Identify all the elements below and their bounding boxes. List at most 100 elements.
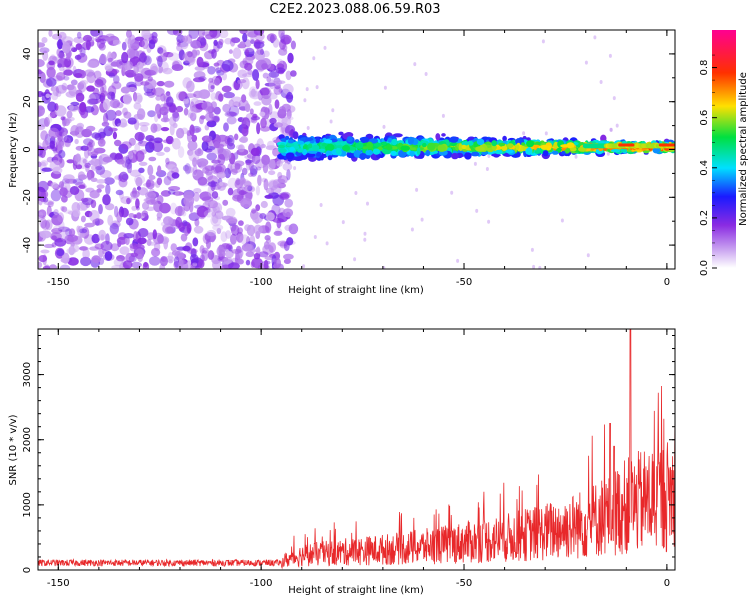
signal-blob	[386, 144, 392, 151]
noise-blob	[131, 205, 137, 211]
noise-blob	[80, 46, 86, 58]
noise-blob	[125, 217, 134, 226]
signal-blob	[560, 144, 570, 148]
signal-blob	[379, 154, 384, 158]
noise-blob	[283, 253, 294, 260]
noise-blob	[183, 60, 190, 66]
colorbar-ticks: 0.0 0.2 0.4 0.6 0.8	[699, 54, 717, 276]
noise-blob	[39, 47, 50, 54]
signal-blob	[432, 150, 438, 154]
noise-blob	[113, 75, 120, 84]
noise-blob	[50, 182, 59, 189]
noise-blob	[157, 55, 163, 68]
noise-blob	[228, 99, 235, 108]
noise-blob	[113, 258, 124, 267]
noise-blob	[177, 146, 185, 159]
sparse-blob	[341, 220, 345, 225]
noise-blob	[191, 134, 198, 142]
noise-blob	[112, 39, 121, 45]
noise-blob	[82, 197, 94, 206]
noise-blob	[99, 94, 104, 102]
noise-blob	[56, 72, 66, 81]
sparse-blob	[363, 231, 367, 236]
noise-blob	[85, 39, 91, 51]
signal-blob	[491, 153, 501, 157]
noise-blob	[143, 261, 149, 268]
noise-blob	[87, 70, 93, 78]
noise-blob	[126, 30, 132, 39]
noise-blob	[239, 234, 250, 245]
noise-blob	[130, 252, 139, 257]
noise-blob	[172, 111, 180, 122]
noise-blob	[198, 259, 205, 269]
signal-blob	[422, 142, 427, 148]
sparse-blob	[522, 131, 526, 136]
signal-blob	[536, 147, 541, 154]
signal-blob	[285, 152, 295, 160]
noise-blob	[87, 98, 99, 105]
noise-blob	[211, 48, 217, 59]
noise-blob	[55, 90, 62, 97]
noise-blob	[129, 243, 139, 249]
signal-blob	[515, 144, 520, 150]
noise-blob	[108, 72, 115, 78]
noise-blob	[40, 160, 49, 167]
noise-blob	[122, 260, 133, 269]
noise-blob	[278, 48, 288, 56]
noise-blob	[94, 243, 104, 250]
noise-blob	[51, 214, 63, 226]
noise-blob	[49, 160, 62, 172]
noise-blob	[262, 163, 269, 174]
noise-blob	[176, 127, 185, 139]
spectrogram-x-label: Height of straight line (km)	[288, 285, 424, 296]
noise-blob	[91, 132, 101, 139]
noise-blob	[46, 66, 56, 79]
noise-blob	[89, 146, 95, 152]
sparse-blob	[331, 108, 335, 113]
noise-blob	[72, 178, 84, 185]
noise-blob	[240, 197, 253, 209]
noise-blob	[98, 247, 104, 258]
noise-blob	[204, 135, 213, 141]
noise-blob	[69, 104, 74, 111]
noise-blob	[90, 177, 98, 182]
signal-blob	[305, 152, 316, 158]
noise-blob	[263, 259, 269, 269]
x-tick-label: -150	[47, 578, 70, 589]
sparse-blob	[544, 131, 548, 136]
noise-blob	[269, 111, 280, 119]
noise-blob	[66, 159, 75, 164]
noise-blob	[195, 127, 200, 133]
noise-blob	[145, 191, 157, 200]
noise-blob	[105, 109, 117, 121]
noise-blob	[250, 165, 258, 175]
noise-blob	[193, 77, 205, 83]
signal-blob	[502, 135, 507, 142]
noise-blob	[139, 52, 147, 63]
noise-blob	[38, 180, 49, 193]
sparse-blob	[420, 217, 424, 222]
noise-blob	[102, 98, 111, 111]
noise-blob	[212, 214, 219, 224]
noise-blob	[98, 30, 104, 38]
noise-blob	[155, 95, 162, 101]
noise-blob	[74, 138, 79, 145]
noise-blob	[136, 212, 142, 220]
noise-blob	[230, 233, 237, 245]
noise-blob	[71, 47, 78, 53]
y-tick-label: -40	[22, 237, 33, 253]
noise-blob	[121, 141, 132, 150]
noise-blob	[278, 30, 285, 40]
x-tick-label: -50	[456, 578, 472, 589]
noise-blob	[159, 202, 171, 214]
noise-blob	[38, 211, 44, 218]
sparse-blob	[450, 190, 454, 195]
sparse-blob	[538, 265, 542, 269]
noise-blob	[61, 206, 68, 213]
noise-blob	[86, 125, 96, 132]
snr-y-ticks: 0 1000 2000 3000	[22, 335, 675, 573]
noise-blob	[128, 137, 136, 146]
sparse-blob	[485, 167, 489, 171]
noise-blob	[261, 63, 269, 70]
